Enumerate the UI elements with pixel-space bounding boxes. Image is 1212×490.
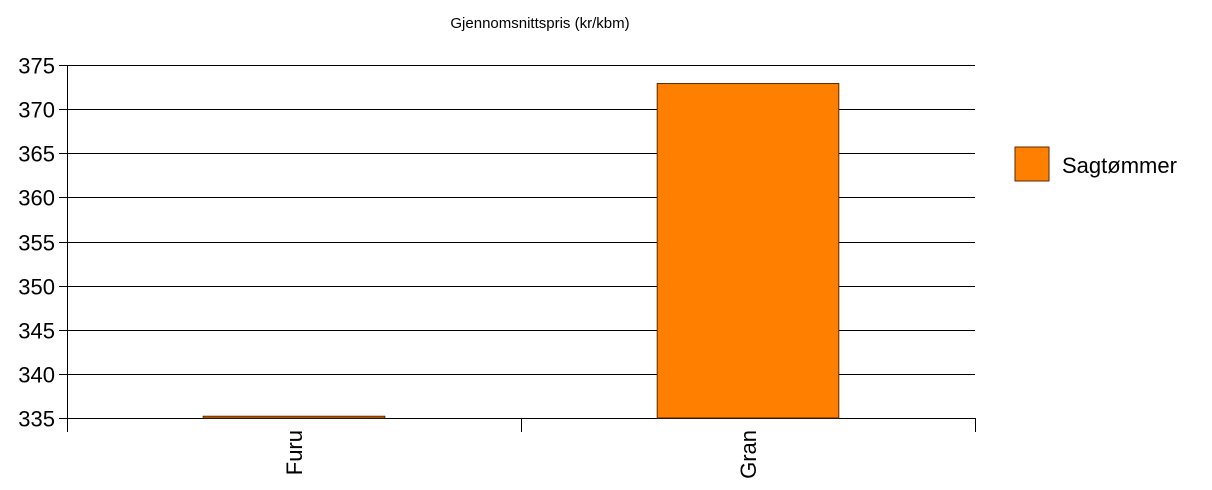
x-axis-labels: Furu Gran <box>282 430 761 479</box>
y-tick-label: 355 <box>18 231 55 256</box>
legend-swatch <box>1015 147 1049 181</box>
chart-title: Gjennomsnittspris (kr/kbm) <box>450 15 629 32</box>
y-tick-label: 340 <box>18 363 55 388</box>
bar <box>657 84 839 418</box>
y-tick-label: 335 <box>18 407 55 432</box>
legend: Sagtømmer <box>1015 147 1177 181</box>
y-axis-ticks: 335 340 345 350 355 360 365 370 375 <box>18 54 55 432</box>
legend-label: Sagtømmer <box>1062 153 1177 178</box>
bar <box>203 416 385 418</box>
y-tick-label: 365 <box>18 142 55 167</box>
bars <box>203 84 839 418</box>
x-tick-label: Furu <box>282 430 307 475</box>
y-tick-label: 345 <box>18 319 55 344</box>
y-tick-label: 370 <box>18 98 55 123</box>
x-axis <box>68 418 976 432</box>
y-tick-label: 360 <box>18 186 55 211</box>
y-tick-label: 350 <box>18 275 55 300</box>
x-tick-label: Gran <box>736 430 761 479</box>
y-tick-label: 375 <box>18 54 55 79</box>
